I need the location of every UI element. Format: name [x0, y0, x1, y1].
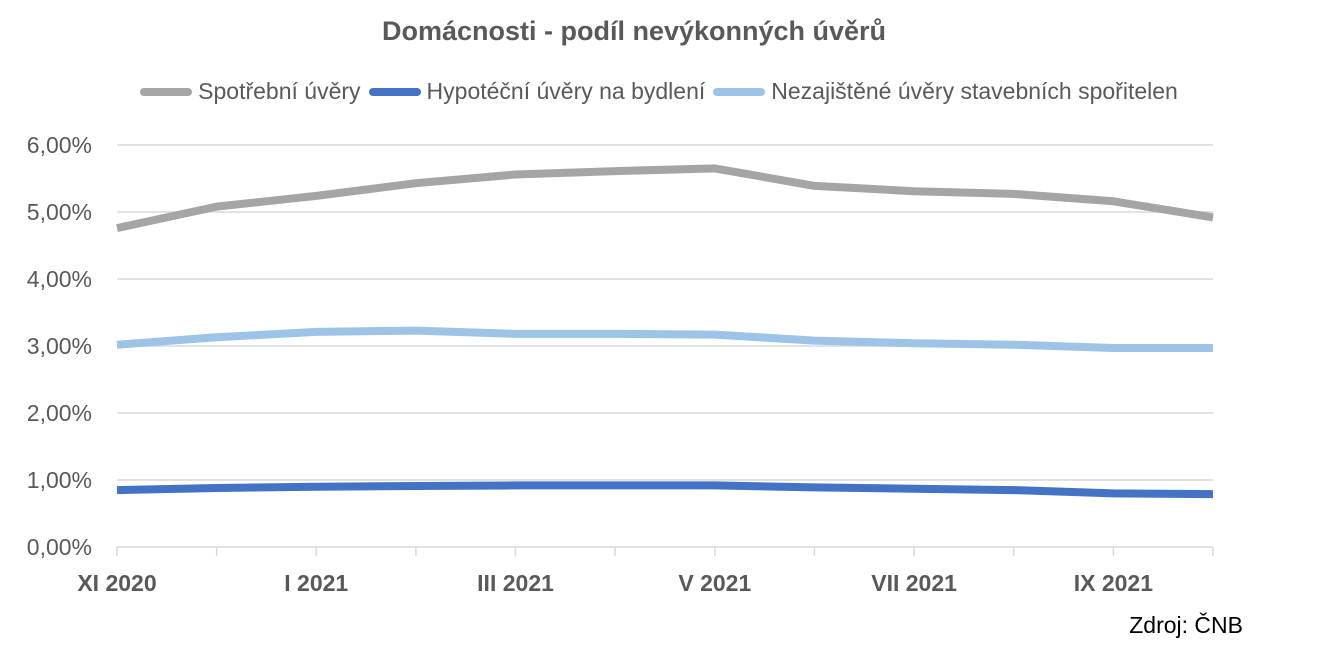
y-tick-label: 0,00%: [27, 534, 92, 560]
y-axis-ticks: 0,00% 1,00% 2,00% 3,00% 4,00% 5,00% 6,00%: [27, 132, 92, 560]
x-tick-label: III 2021: [477, 570, 554, 596]
series-line-building-savings: [116, 326, 1213, 352]
gridlines: [117, 144, 1213, 481]
legend-label-mortgage: Hypotéční úvěry na bydlení: [426, 78, 706, 104]
legend-item-mortgage: Hypotéční úvěry na bydlení: [368, 78, 706, 105]
series-line-consumer: [116, 164, 1214, 233]
legend-label-building-savings: Nezajištěné úvěry stavebních spořitelen: [771, 78, 1178, 104]
legend-swatch-building-savings: [713, 87, 766, 96]
series-lines: [116, 164, 1214, 499]
x-tick-label: VII 2021: [871, 570, 957, 596]
x-tick-label: IX 2021: [1074, 570, 1153, 596]
series-line-mortgage: [116, 481, 1214, 499]
source-note: Zdroj: ČNB: [1129, 612, 1243, 638]
legend: Spotřební úvěry Hypotéční úvěry na bydle…: [0, 78, 1318, 105]
chart-title: Domácnosti - podíl nevýkonných úvěrů: [381, 16, 887, 46]
y-tick-label: 3,00%: [27, 333, 92, 359]
legend-label-consumer: Spotřební úvěry: [198, 78, 361, 104]
x-tick-label: I 2021: [284, 570, 348, 596]
legend-swatch-mortgage: [368, 87, 421, 96]
x-axis: XI 2020 I 2021 III 2021 V 2021 VII 2021 IX 20…: [77, 546, 1214, 596]
y-tick-label: 6,00%: [27, 132, 92, 158]
y-tick-label: 4,00%: [27, 266, 92, 292]
x-tick-label: V 2021: [678, 570, 751, 596]
legend-item-building-savings: Nezajištěné úvěry stavebních spořitelen: [713, 78, 1178, 105]
y-tick-label: 2,00%: [27, 400, 92, 426]
y-tick-label: 1,00%: [27, 467, 92, 493]
legend-swatch-consumer: [140, 87, 193, 96]
legend-item-consumer: Spotřební úvěry: [140, 78, 361, 105]
y-tick-label: 5,00%: [27, 199, 92, 225]
x-tick-label: XI 2020: [77, 570, 156, 596]
